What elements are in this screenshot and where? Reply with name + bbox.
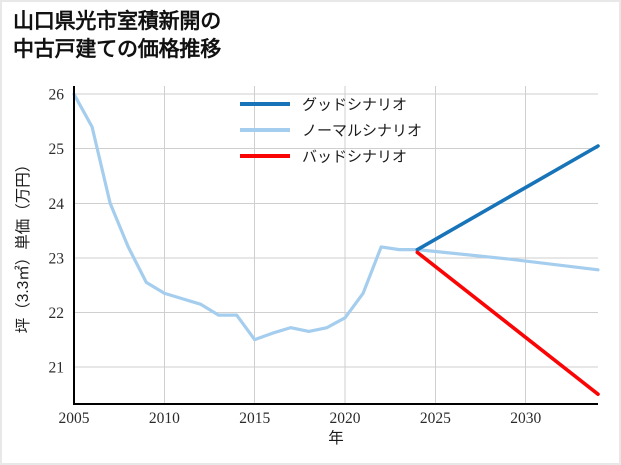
- y-tick-labels: 26 25 24 23 22 21: [49, 87, 65, 377]
- x-tick-label: 2020: [330, 410, 361, 427]
- y-tick-label: 21: [49, 359, 65, 376]
- series-group: [72, 92, 600, 396]
- axis-spines: [72, 86, 598, 406]
- y-tick-label: 24: [49, 196, 65, 213]
- chart-title: 山口県光市室積新開の 中古戸建ての価格推移: [13, 10, 221, 61]
- legend-label: ノーマルシナリオ: [302, 123, 422, 140]
- y-tick-label: 23: [49, 250, 65, 267]
- legend-label: グッドシナリオ: [302, 97, 407, 114]
- x-axis-label: 年: [328, 429, 344, 447]
- series-line: [415, 250, 600, 396]
- x-tick-label: 2025: [420, 410, 451, 427]
- y-tick-label: 26: [49, 87, 65, 104]
- series-line: [72, 92, 600, 342]
- x-tick-label: 2030: [510, 410, 541, 427]
- x-tick-label: 2005: [59, 410, 90, 427]
- y-tick-label: 22: [49, 305, 65, 322]
- legend-label: バッドシナリオ: [302, 149, 407, 166]
- y-axis-label: 坪（3.3㎡）単価（万円）: [14, 157, 32, 334]
- x-tick-label: 2010: [149, 410, 180, 427]
- series-line: [415, 144, 600, 252]
- x-tick-label: 2015: [239, 410, 270, 427]
- x-tick-labels: 2005 2010 2015 2020 2025 2030: [59, 410, 542, 427]
- y-tick-label: 25: [49, 141, 65, 158]
